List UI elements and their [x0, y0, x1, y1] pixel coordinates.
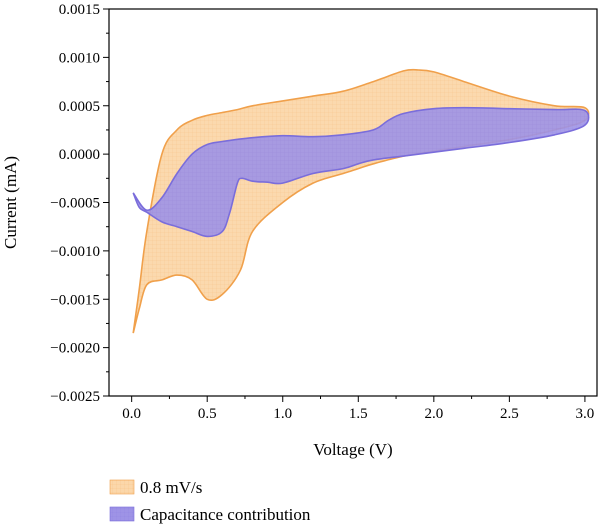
y-tick-label: 0.0010	[59, 50, 100, 66]
y-tick-label: −0.0020	[50, 341, 100, 357]
legend-item: Capacitance contribution	[109, 505, 311, 524]
x-tick-label: 0.0	[122, 406, 141, 422]
x-tick-label: 1.0	[273, 406, 292, 422]
y-tick-label: −0.0025	[50, 389, 100, 405]
legend-swatch	[109, 479, 135, 495]
y-axis-title: Current (mA)	[1, 156, 20, 249]
y-tick-label: 0.0005	[59, 99, 100, 115]
y-tick-label: −0.0010	[50, 244, 100, 260]
y-tick-label: 0.0000	[59, 147, 100, 163]
x-axis-title: Voltage (V)	[313, 440, 392, 459]
plot-areas	[132, 68, 590, 334]
y-tick-label: −0.0005	[50, 196, 100, 212]
x-tick-label: 2.0	[424, 406, 443, 422]
x-tick-label: 0.5	[198, 406, 217, 422]
legend-swatch	[109, 506, 135, 522]
area-series-capacitance	[132, 106, 590, 238]
legend: 0.8 mV/s Capacitance contribution	[109, 478, 311, 524]
x-tick-label: 2.5	[500, 406, 519, 422]
y-tick-label: −0.0015	[50, 292, 100, 308]
legend-item: 0.8 mV/s	[109, 478, 202, 497]
legend-label: 0.8 mV/s	[140, 478, 202, 497]
y-tick-label: 0.0015	[59, 2, 100, 18]
x-tick-label: 3.0	[576, 406, 595, 422]
legend-label: Capacitance contribution	[140, 505, 311, 524]
x-tick-label: 1.5	[349, 406, 368, 422]
y-axis-ticks: −0.0025 −0.0020 −0.0015 −0.0010 −0.0005 0.000…	[50, 2, 109, 405]
x-axis-ticks: 0.0 0.5 1.0 1.5 2.0 2.5 3.0	[122, 396, 594, 422]
